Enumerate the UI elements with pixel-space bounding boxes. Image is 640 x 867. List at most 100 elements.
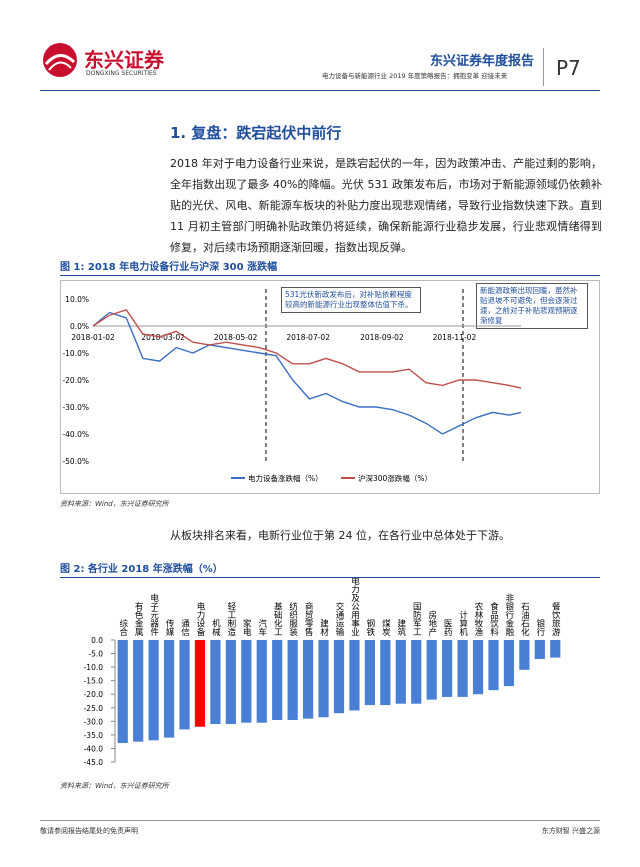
x-tick-label: 汽车 xyxy=(257,618,267,637)
paragraph: 2018 年对于电力设备行业来说，是跌宕起伏的一年，因为政策冲击、产能过剩的影响… xyxy=(170,157,602,254)
bar xyxy=(411,640,422,704)
x-tick-label: 电子元器件 xyxy=(149,593,159,637)
y-tick-label: -25.0 xyxy=(84,704,104,713)
x-tick-label: 餐饮旅游 xyxy=(550,602,560,637)
x-tick-label: 综合 xyxy=(118,618,128,637)
y-tick-label: -5.0 xyxy=(88,650,103,659)
header-rule xyxy=(40,90,600,91)
annotation-box: 531光伏新政发布后，对补贴依赖程度较高的新能源行业出现整体估值下杀。 xyxy=(281,287,421,313)
report-subtitle: 电力设备与新能源行业 2019 年度策略报告：拥抱变革 迎接未来 xyxy=(322,72,508,80)
y-tick-label: -30.0 xyxy=(84,717,104,726)
bar xyxy=(503,640,515,687)
x-tick-label: 计算机 xyxy=(458,610,468,637)
x-tick-label: 通信 xyxy=(180,618,190,637)
x-tick-label: 银行 xyxy=(535,618,545,637)
figure-title: 图 2: 各行业 2018 年涨跌幅（%） xyxy=(60,560,600,578)
bar xyxy=(133,640,144,742)
x-tick-label: 交通运输 xyxy=(334,601,344,637)
line-chart: 531光伏新政发布后，对补贴依赖程度较高的新能源行业出现整体估值下杀。 新能源政… xyxy=(60,280,600,494)
paragraph: 从板块排名来看，电新行业位于第 24 位，在各行业中总体处于下游。 xyxy=(170,529,510,542)
bar xyxy=(395,640,406,704)
y-tick-label: -45.0 xyxy=(84,758,104,767)
x-tick-label: 轻工制造 xyxy=(226,601,236,637)
legend-label: 电力设备涨跌幅（%） xyxy=(248,473,323,483)
bar xyxy=(318,640,329,718)
bar xyxy=(163,640,175,738)
y-tick-label: 0.0 xyxy=(91,636,103,645)
annotation: 531光伏新政发布后，对补贴依赖程度较高的新能源行业出现整体估值下杀。 xyxy=(281,287,421,313)
y-tick-label: -10.0% xyxy=(62,349,89,358)
x-tick-label: 2018-03-02 xyxy=(141,333,185,342)
x-tick-label: 钢铁 xyxy=(365,618,375,637)
bar xyxy=(333,640,345,714)
x-tick-label: 传媒 xyxy=(164,618,174,637)
divider xyxy=(543,48,544,86)
bar xyxy=(380,640,391,706)
data-line xyxy=(92,308,522,389)
x-tick-label: 2018-09-02 xyxy=(360,333,404,342)
footer-left: 敬请参阅报告结尾处的免责声明 xyxy=(40,827,138,835)
y-tick-label: -40.0 xyxy=(84,744,104,753)
bar xyxy=(194,640,206,727)
footer-right: 东方财智 兴盛之源 xyxy=(541,827,600,835)
x-tick-label: 2018-07-02 xyxy=(286,333,330,342)
y-tick-label: 10.0% xyxy=(65,295,89,304)
bar xyxy=(426,640,437,700)
x-tick-label: 有色金属 xyxy=(133,601,143,637)
bar xyxy=(519,640,530,670)
x-tick-label: 电力及公用事业 xyxy=(349,578,359,636)
bar xyxy=(488,640,499,691)
bar xyxy=(241,640,252,723)
data-line xyxy=(92,311,522,435)
page-number: P7 xyxy=(556,56,581,80)
bar xyxy=(442,640,453,697)
x-tick-label: 国防军工 xyxy=(411,602,421,636)
logo-cn: 东兴证券 xyxy=(84,48,164,72)
y-tick-label: -20.0% xyxy=(62,376,89,385)
annotation-box: 新能源政策出现回暖，虽然补贴退坡不可避免，但会逐渐过渡，之前对于补贴悲观预期逐渐… xyxy=(476,283,588,329)
x-tick-label: 纺织服装 xyxy=(288,601,298,637)
x-tick-label: 2018-05-02 xyxy=(214,333,258,342)
x-tick-label: 煤炭 xyxy=(380,618,390,637)
bar xyxy=(534,640,545,659)
logo-en: DONGXING SECURITIES xyxy=(86,70,157,77)
y-tick-label: -40.0% xyxy=(62,430,89,439)
y-tick-label: -15.0 xyxy=(84,677,104,686)
x-tick-label: 2018-11-02 xyxy=(433,333,477,342)
bar xyxy=(256,640,267,723)
y-tick-label: -20.0 xyxy=(84,690,104,699)
bar xyxy=(179,640,190,730)
x-tick-label: 电力设备 xyxy=(195,601,205,637)
x-tick-label: 石油石化 xyxy=(519,602,529,637)
bar-chart: 0.0 -5.0 -10.0 -15.0 -20.0 -25.0 -30.0 -35.0 -40… xyxy=(84,578,561,767)
report-title: 东兴证券年度报告 xyxy=(430,54,535,69)
bar xyxy=(225,640,236,725)
x-tick-label: 家电 xyxy=(241,618,251,636)
x-tick-label: 食品饮料 xyxy=(488,601,498,637)
x-tick-label: 建材 xyxy=(319,618,329,636)
annotation: 新能源政策出现回暖，虽然补贴退坡不可避免，但会逐渐过渡，之前对于补贴悲观预期逐渐… xyxy=(476,283,588,329)
bar xyxy=(472,640,484,695)
bar xyxy=(457,640,468,697)
bar xyxy=(364,640,375,706)
x-tick-label: 医药 xyxy=(442,619,452,637)
bar xyxy=(148,640,159,741)
source: 资料来源：Wind，东兴证券研究所 xyxy=(60,782,169,790)
y-tick-label: -50.0% xyxy=(62,457,89,466)
x-tick-label: 房地产 xyxy=(427,610,437,637)
y-tick-label: -35.0 xyxy=(84,731,104,740)
x-tick-label: 商贸零售 xyxy=(303,601,313,637)
section-title: 1. 复盘：跌宕起伏中前行 xyxy=(170,124,342,142)
bar xyxy=(349,640,360,711)
x-tick-label: 农林牧渔 xyxy=(473,601,483,636)
x-tick-label: 机械 xyxy=(210,618,220,637)
figure-title: 图 1: 2018 年电力设备行业与沪深 300 涨跌幅 xyxy=(60,258,600,276)
legend-label: 沪深300涨跌幅（%） xyxy=(358,473,432,483)
x-tick-label: 基础化工 xyxy=(272,601,282,636)
logo-icon xyxy=(43,43,77,77)
x-tick-label: 建筑 xyxy=(396,618,406,637)
bar xyxy=(303,640,314,719)
bar xyxy=(550,640,561,658)
source: 资料来源：Wind，东兴证券研究所 xyxy=(60,500,169,508)
